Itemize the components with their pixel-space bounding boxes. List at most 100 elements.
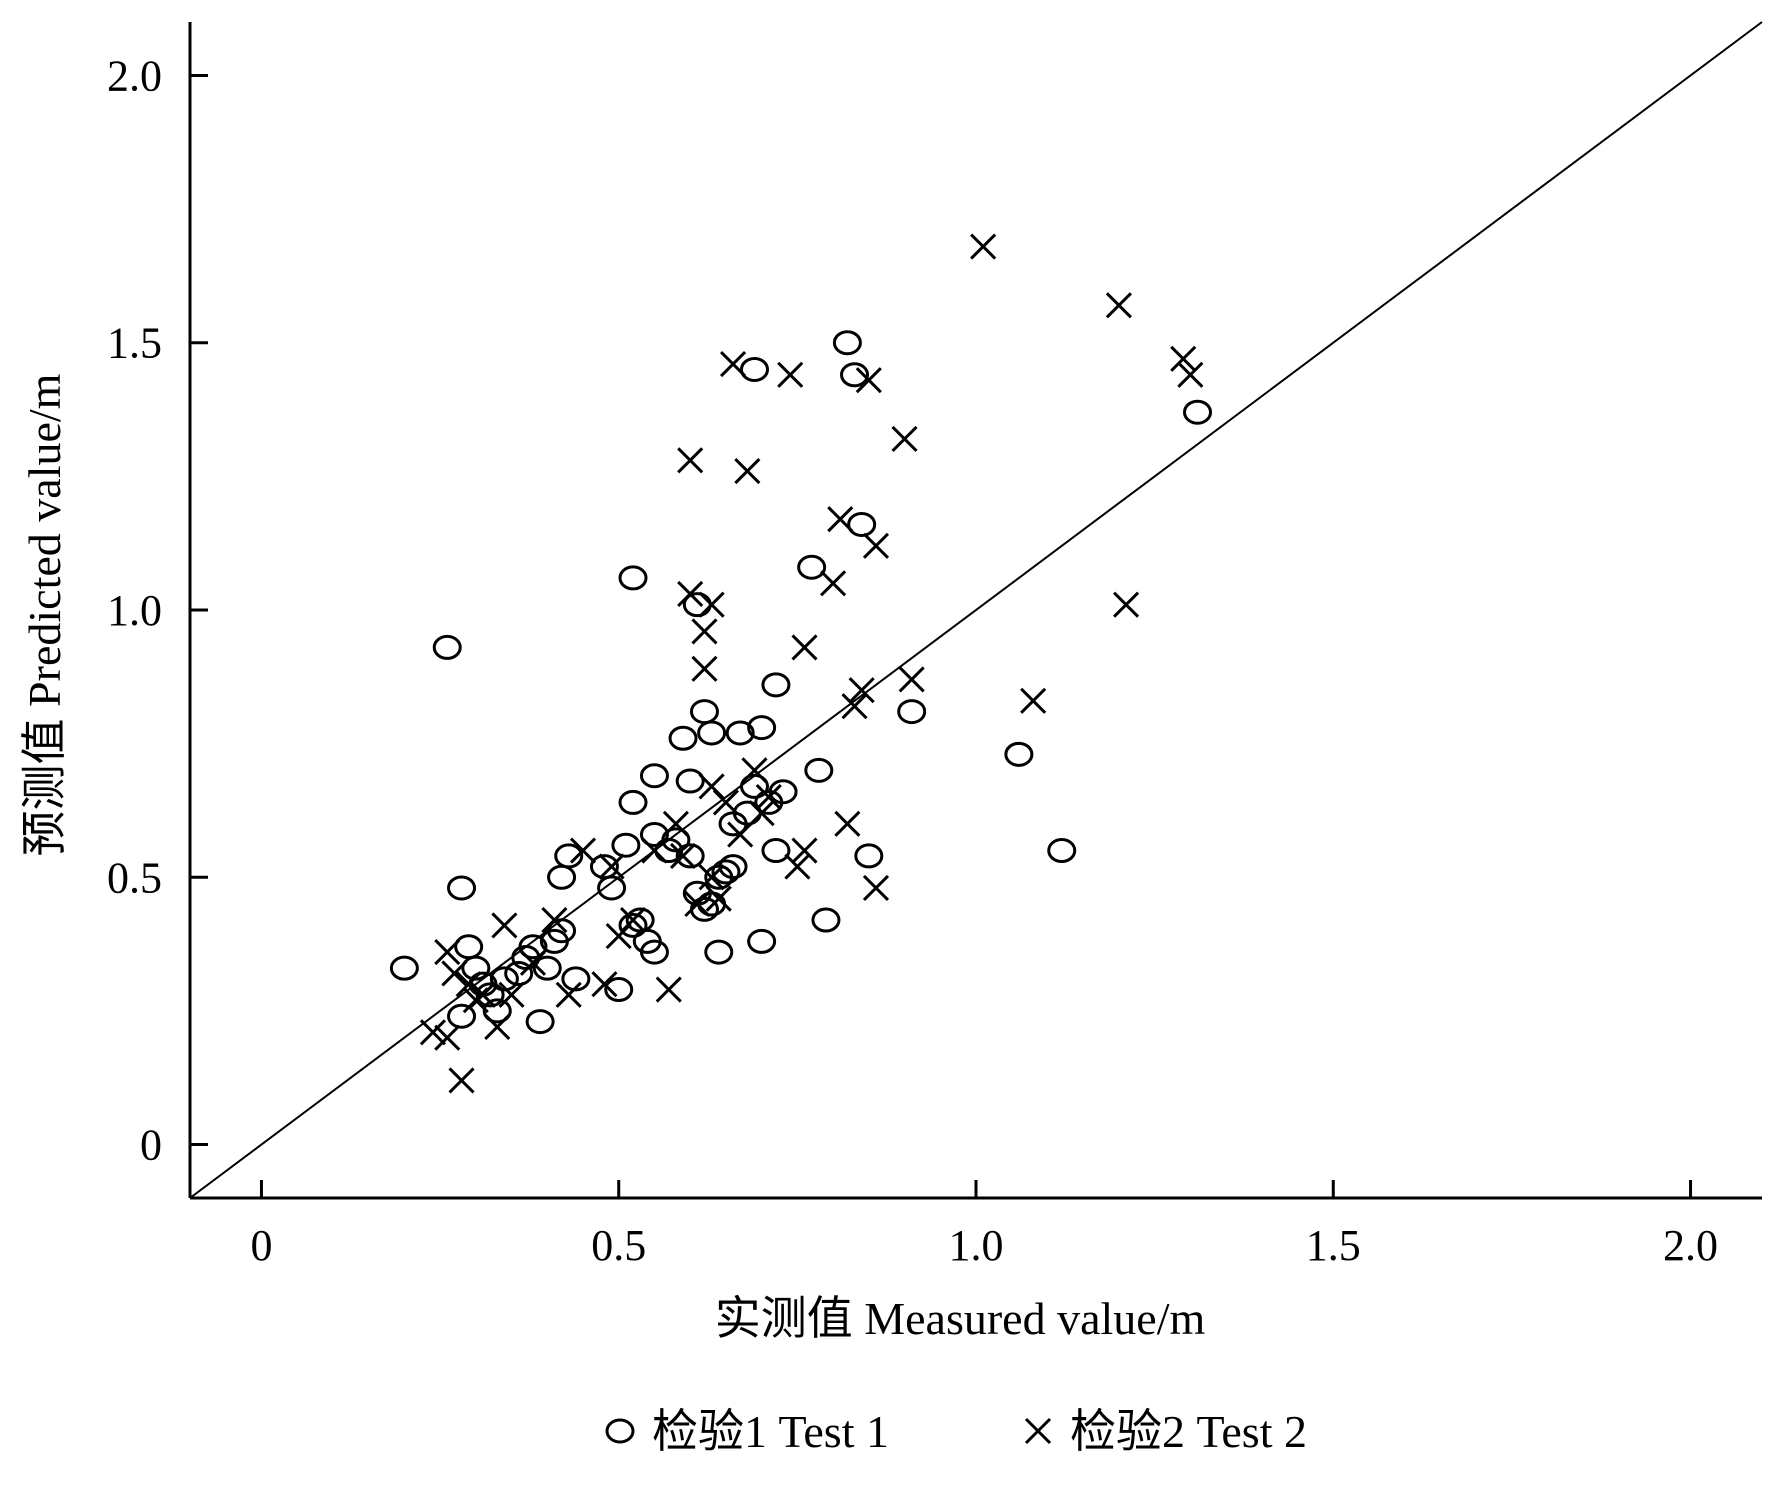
- cross-stroke: [434, 939, 461, 966]
- y-axis-label: 预测值 Predicted value/m: [19, 373, 70, 856]
- test1-point: [832, 330, 862, 356]
- test2-point: [419, 1019, 447, 1046]
- cross-stroke: [1105, 292, 1132, 319]
- test1-point: [847, 511, 877, 537]
- test1-point: [475, 982, 505, 1008]
- test1-point: [711, 859, 741, 885]
- test1-point: [1183, 399, 1213, 425]
- test1-point: [718, 854, 748, 880]
- test1-point: [597, 875, 627, 901]
- test1-point: [1047, 838, 1077, 864]
- legend: 检验1 Test 1 检验2 Test 2: [605, 1406, 1307, 1457]
- legend-label-series-1: 检验1 Test 1: [652, 1406, 889, 1457]
- test2-point: [691, 655, 718, 682]
- cross-stroke: [655, 976, 682, 1003]
- cross-stroke: [827, 506, 854, 533]
- test2-point: [734, 457, 761, 485]
- test2-point: [777, 361, 804, 388]
- cross-stroke: [569, 837, 597, 864]
- x-tick-label: 1.5: [1306, 1221, 1361, 1270]
- test1-point: [797, 554, 827, 580]
- test1-point: [747, 715, 777, 741]
- cross-stroke: [469, 981, 497, 1008]
- y-axis-ticks: 0 0.5 1.0 1.5 2.0: [107, 51, 208, 1170]
- x-tick-label: 0.5: [591, 1221, 646, 1270]
- test1-point: [761, 838, 791, 864]
- cross-stroke: [734, 457, 761, 485]
- test1-point: [525, 1009, 555, 1035]
- cross-stroke: [1112, 591, 1140, 618]
- test2-point: [677, 580, 704, 608]
- cross-stroke: [441, 960, 468, 987]
- cross-stroke: [1170, 345, 1197, 372]
- test1-point: [689, 699, 719, 725]
- test1-point: [739, 773, 769, 799]
- test1-point: [447, 875, 477, 901]
- test1-point: [504, 960, 534, 986]
- test2-point: [491, 912, 518, 939]
- cross-stroke: [862, 874, 890, 902]
- test1-point: [547, 864, 577, 890]
- cross-stroke: [691, 655, 718, 682]
- cross-stroke: [591, 971, 618, 998]
- test2-point: [455, 971, 482, 998]
- test2-point: [748, 800, 775, 827]
- cross-stroke: [791, 634, 818, 661]
- test1-point: [761, 672, 791, 698]
- cross-stroke: [555, 981, 582, 1008]
- test2-point: [791, 837, 818, 864]
- test1-point: [432, 634, 462, 660]
- test1-point: [739, 356, 769, 382]
- cross-stroke: [684, 890, 711, 918]
- cross-stroke: [669, 842, 697, 869]
- cross-stroke: [834, 810, 861, 837]
- cross-stroke: [519, 949, 547, 976]
- cross-stroke: [891, 425, 918, 453]
- test2-point: [677, 447, 704, 474]
- test1-point: [804, 757, 834, 783]
- test2-point: [827, 506, 854, 533]
- test1-point: [639, 822, 669, 848]
- cross-stroke: [1024, 1417, 1052, 1445]
- test2-point: [434, 939, 461, 966]
- cross-stroke: [677, 580, 704, 608]
- test2-point: [591, 971, 618, 998]
- y-tick-label: 1.5: [107, 319, 162, 368]
- test1-point: [639, 763, 669, 789]
- y-tick-label: 0: [140, 1121, 162, 1170]
- test1-point: [618, 565, 648, 591]
- legend-label-series-2: 检验2 Test 2: [1070, 1406, 1307, 1457]
- legend-circle-icon: [605, 1418, 635, 1444]
- test2-point: [855, 367, 882, 394]
- test2-point: [519, 949, 547, 976]
- test1-point: [697, 720, 727, 746]
- series-1-points: [389, 330, 1213, 1035]
- cross-stroke: [434, 1024, 461, 1051]
- cross-stroke: [719, 351, 747, 378]
- cross-stroke: [820, 570, 847, 597]
- cross-stroke: [541, 906, 568, 934]
- test2-point: [698, 591, 725, 618]
- test1-point: [725, 720, 755, 746]
- test1-point: [768, 779, 798, 805]
- cross-stroke: [698, 864, 725, 891]
- test1-point: [389, 955, 419, 981]
- test2-point: [862, 874, 890, 902]
- test2-point: [891, 425, 918, 453]
- cross-stroke: [712, 789, 739, 816]
- test2-point: [862, 532, 890, 559]
- test2-point: [705, 885, 732, 912]
- test2-point: [784, 853, 811, 880]
- cross-stroke: [727, 821, 754, 848]
- test2-point: [848, 677, 875, 704]
- test2-point: [1105, 292, 1132, 319]
- test1-point: [1004, 741, 1034, 767]
- test1-point: [618, 912, 648, 938]
- test2-point: [1020, 687, 1047, 714]
- test1-point: [897, 699, 927, 725]
- cross-stroke: [841, 693, 868, 720]
- data-points: [389, 233, 1213, 1094]
- cross-stroke: [777, 361, 804, 388]
- cross-stroke: [784, 853, 811, 880]
